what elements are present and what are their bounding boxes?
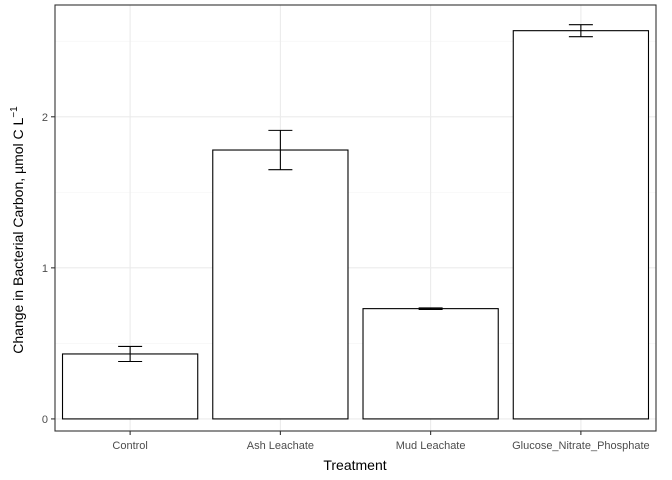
y-tick-label: 1	[42, 263, 48, 275]
x-tick-label: Mud Leachate	[396, 440, 466, 452]
x-axis-title: Treatment	[323, 457, 386, 473]
error-bar	[418, 307, 443, 310]
bar-mud-leachate	[362, 308, 499, 420]
error-bar	[118, 345, 143, 363]
bars	[61, 30, 650, 420]
x-axis: Control Ash Leachate Mud Leachate Glucose_N…	[112, 431, 650, 452]
bar-control	[61, 353, 199, 420]
x-tick-label: Ash Leachate	[247, 440, 314, 452]
x-tick-label: Control	[112, 440, 147, 452]
panel-border	[54, 4, 657, 432]
bar-glucose-nitrate-phosphate	[512, 30, 650, 420]
y-axis: 0 1 2	[42, 112, 55, 426]
y-axis-title-superscript: −1	[9, 106, 20, 118]
y-tick-label: 0	[42, 414, 48, 426]
bar-ash-leachate	[212, 149, 349, 420]
error-bar	[568, 24, 593, 38]
y-axis-title: Change in Bacterial Carbon, µmol C L−1	[9, 106, 26, 354]
x-tick-label: Glucose_Nitrate_Phosphate	[512, 440, 650, 452]
error-bar	[268, 129, 293, 171]
y-axis-title-main: Change in Bacterial Carbon, µmol C L	[10, 117, 26, 353]
error-bars	[118, 24, 593, 363]
y-tick-label: 2	[42, 112, 48, 124]
